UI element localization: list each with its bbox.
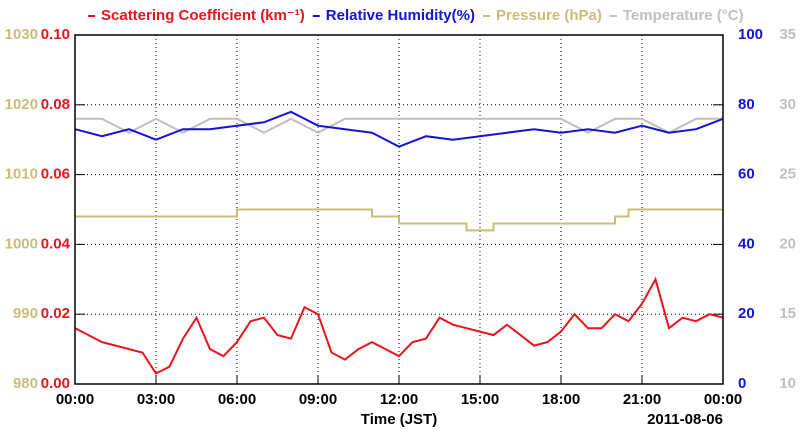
- plot-frame: [74, 34, 724, 385]
- y3-tick-label: 1010: [5, 166, 38, 183]
- x-tick-label: 00:00: [56, 391, 94, 408]
- y4-tick-label: 25: [779, 166, 796, 183]
- x-tick-label: 15:00: [461, 391, 499, 408]
- series-line: [74, 276, 724, 375]
- y-tick-label: 0.10: [41, 26, 70, 43]
- legend-label: Temperature (°C): [623, 7, 744, 24]
- y3-tick-label: 1020: [5, 96, 38, 113]
- legend-label: Relative Humidity(%): [326, 7, 475, 24]
- y-tick-label: 0.04: [41, 235, 71, 252]
- y2-tick-label: 80: [738, 96, 755, 113]
- date-label: 2011-08-06: [647, 411, 723, 428]
- y3-tick-label: 1000: [5, 235, 38, 252]
- y-tick-label: 0.08: [41, 96, 70, 113]
- series-line: [75, 117, 723, 134]
- x-tick-label: 21:00: [623, 391, 661, 408]
- y2-tick-label: 100: [738, 26, 763, 43]
- x-axis-title: Time (JST): [361, 411, 437, 428]
- y4-tick-label: 10: [779, 375, 796, 392]
- y-tick-label: 0.00: [41, 375, 70, 392]
- x-tick-label: 09:00: [299, 391, 337, 408]
- x-tick-label: 18:00: [542, 391, 580, 408]
- legend-label: Scattering Coefficient (km⁻¹): [101, 7, 305, 24]
- series-line: [74, 110, 724, 148]
- x-tick-label: 06:00: [218, 391, 256, 408]
- y4-tick-label: 15: [779, 305, 796, 322]
- legend-label: Pressure (hPa): [496, 7, 602, 24]
- x-tick-label: 03:00: [137, 391, 175, 408]
- y2-tick-label: 20: [738, 305, 755, 322]
- y4-tick-label: 30: [779, 96, 796, 113]
- x-tick-label: 12:00: [380, 391, 418, 408]
- y-tick-label: 0.06: [41, 166, 70, 183]
- y3-tick-label: 990: [13, 305, 38, 322]
- y4-tick-label: 35: [779, 26, 796, 43]
- y2-tick-label: 60: [738, 166, 755, 183]
- y3-tick-label: 1030: [5, 26, 38, 43]
- series-line: [75, 208, 723, 232]
- legend: Scattering Coefficient (km⁻¹) Relative Hu…: [88, 7, 744, 24]
- x-tick-label: 00:00: [704, 391, 742, 408]
- y2-tick-label: 0: [738, 375, 746, 392]
- y2-tick-label: 40: [738, 235, 755, 252]
- y-tick-label: 0.02: [41, 305, 70, 322]
- y3-tick-label: 980: [13, 375, 38, 392]
- y4-tick-label: 20: [779, 235, 796, 252]
